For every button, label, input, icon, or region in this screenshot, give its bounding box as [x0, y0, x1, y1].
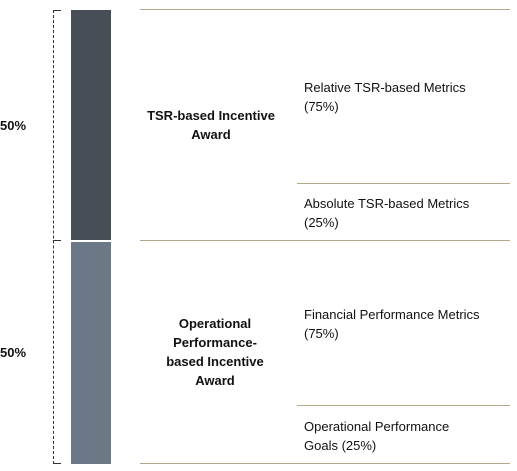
metric-absolute-tsr: Absolute TSR-based Metrics (25%) — [304, 196, 470, 230]
metric-financial-performance: Financial Performance Metrics (75%) — [304, 307, 480, 341]
bracket-top-tick — [53, 10, 61, 11]
bar-segment-operational — [71, 242, 111, 464]
percent-label-tsr: 50% — [0, 118, 27, 133]
metric-operational-goals: Operational Performance Goals (25%) — [304, 419, 450, 453]
divider-bottom — [140, 463, 510, 464]
divider-tsr-metrics — [297, 183, 510, 184]
divider-middle — [140, 240, 510, 241]
metric-relative-tsr: Relative TSR-based Metrics (75%) — [304, 80, 466, 114]
divider-top — [140, 9, 510, 10]
bar-segment-tsr — [71, 10, 111, 240]
divider-operational-metrics — [297, 405, 510, 406]
bracket-mid-tick — [53, 240, 61, 241]
bracket-dashed-line — [53, 10, 54, 464]
award-label-operational: Operational Performance-based Incentive … — [166, 316, 264, 388]
award-label-tsr: TSR-based Incentive Award — [147, 108, 275, 142]
percent-label-operational: 50% — [0, 345, 27, 360]
bracket-bottom-tick — [53, 463, 61, 464]
